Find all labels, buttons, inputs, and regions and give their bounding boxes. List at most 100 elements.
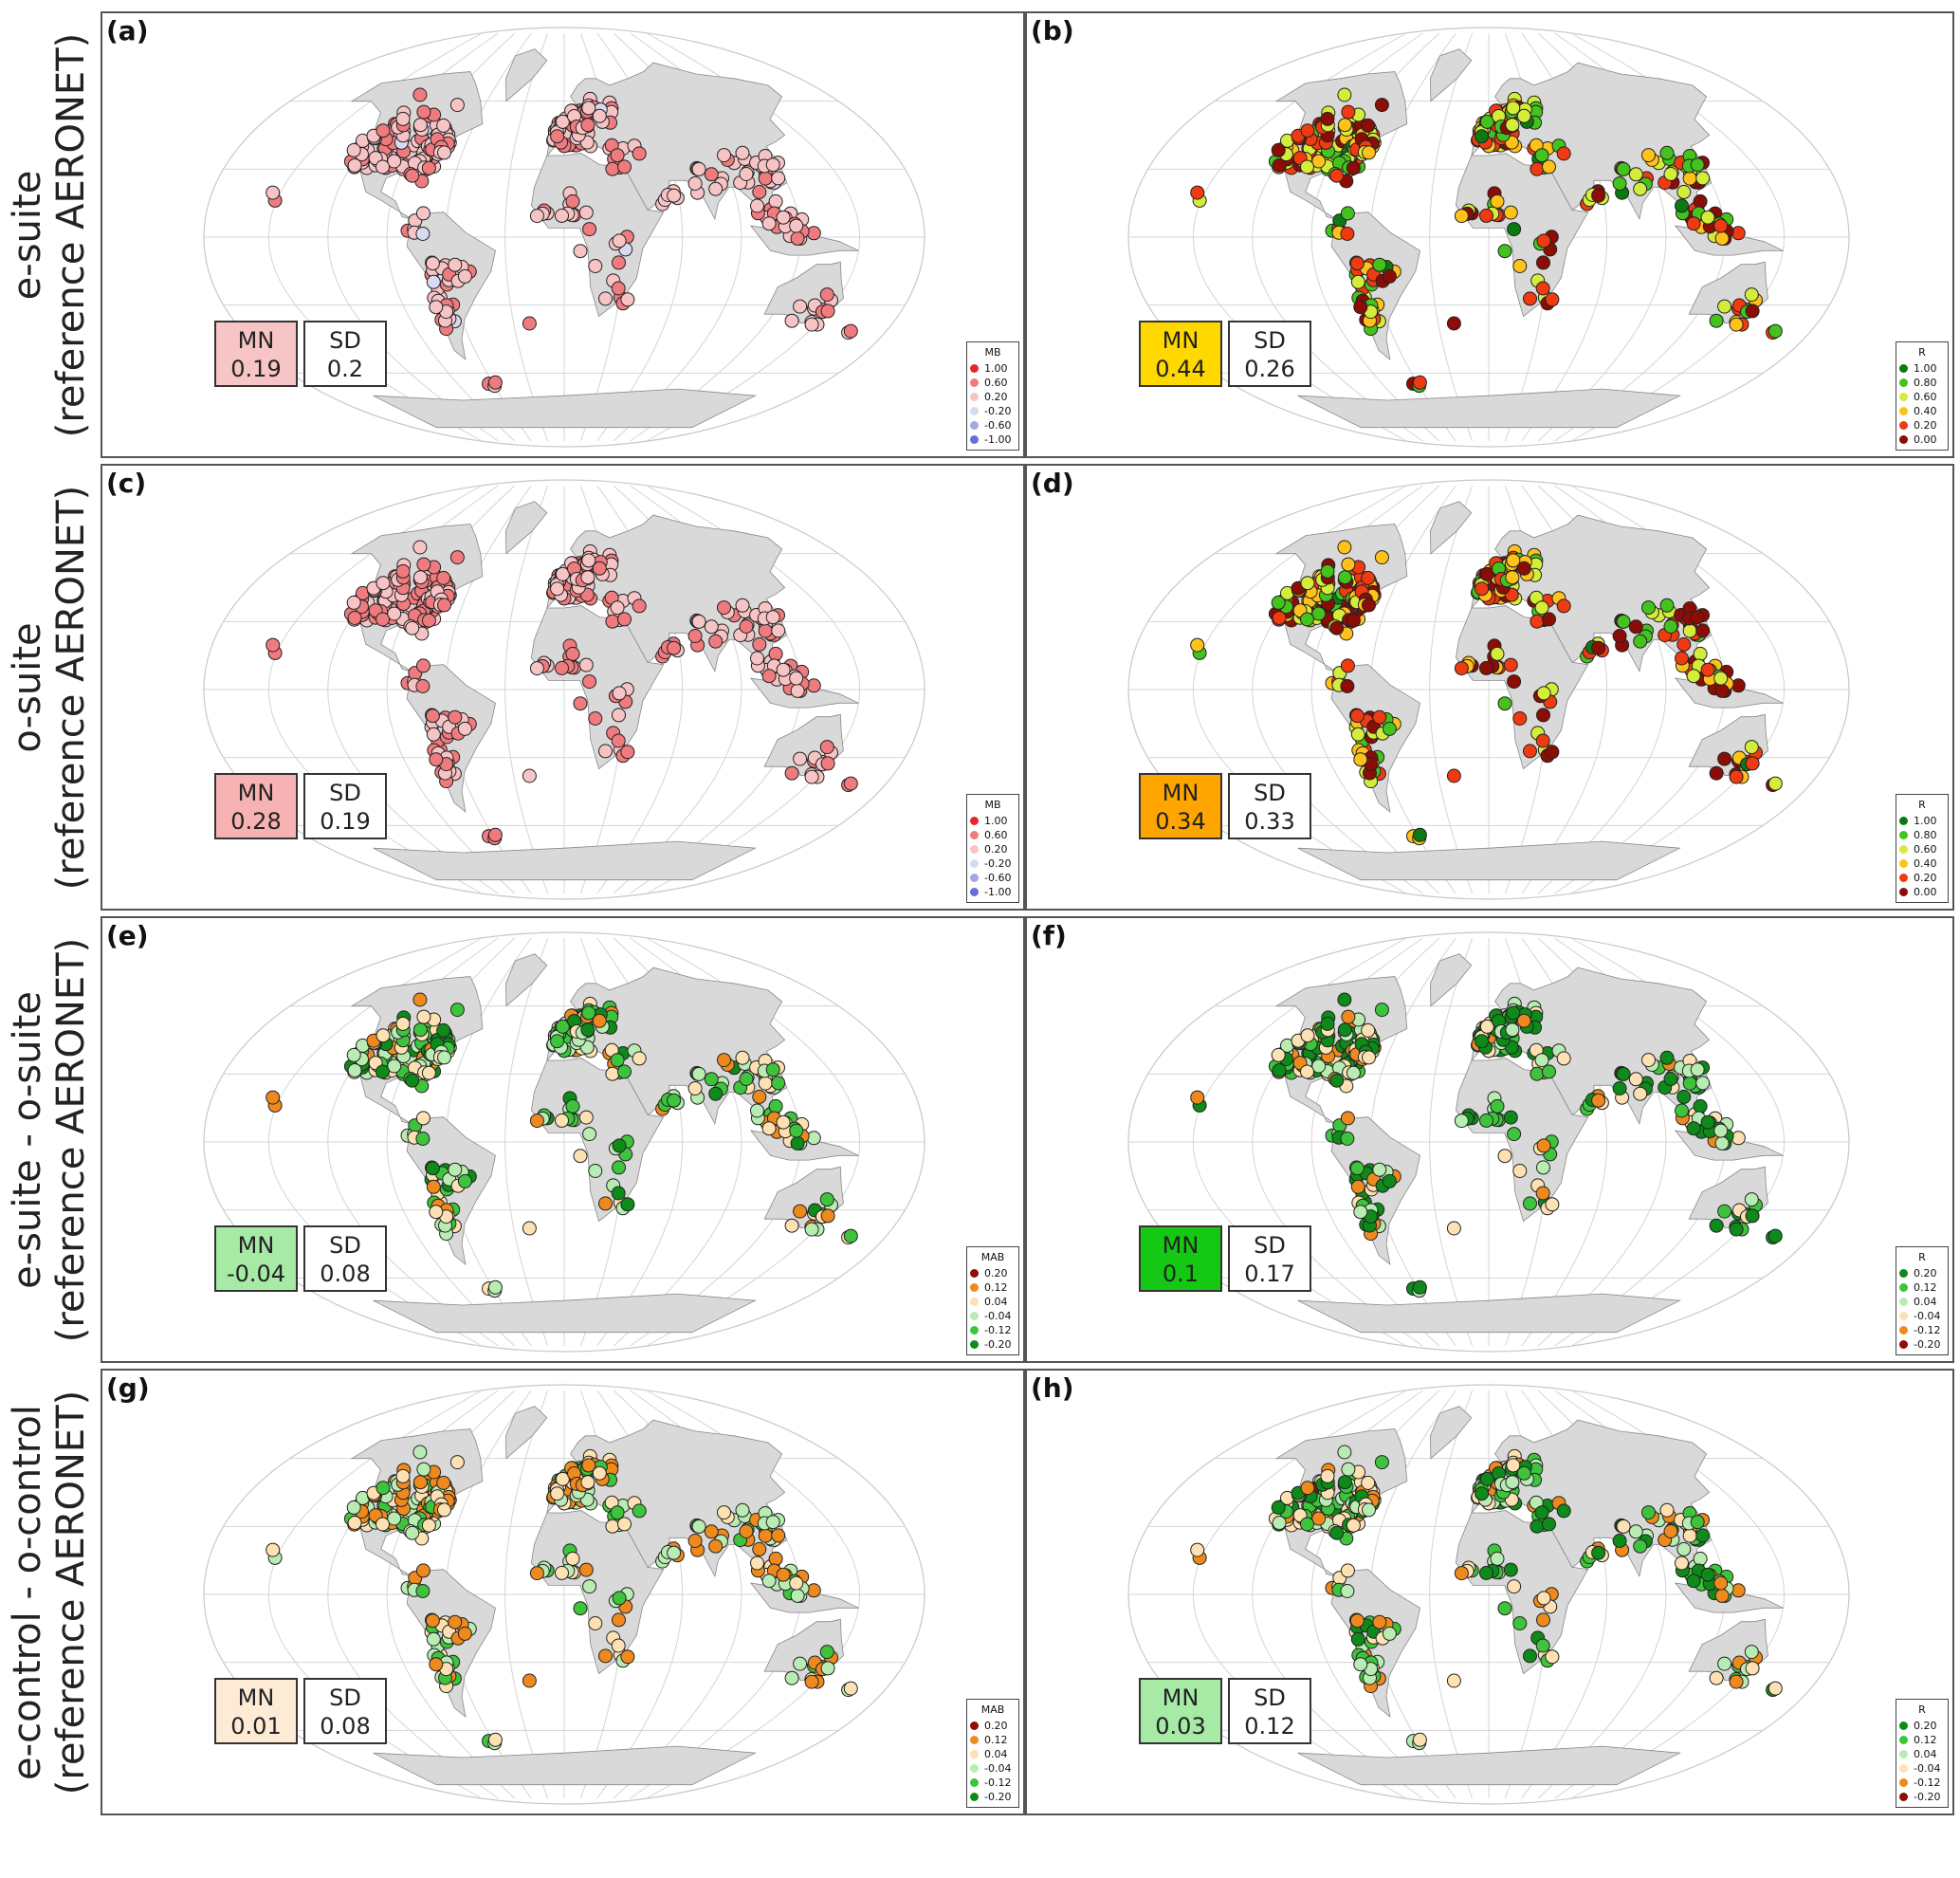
legend-label: -0.04	[1914, 1762, 1941, 1775]
legend-swatch	[970, 1312, 979, 1320]
station-dot	[806, 678, 821, 693]
station-dot	[266, 1542, 281, 1557]
sd-label: SD	[329, 780, 361, 806]
station-dot	[395, 1016, 411, 1031]
mean-value: 0.44	[1155, 356, 1206, 382]
mean-box: MN -0.04	[214, 1225, 298, 1292]
graticule-meridian	[504, 937, 549, 1347]
legend-swatch	[1899, 888, 1908, 896]
station-dot	[580, 118, 595, 133]
station-dot	[789, 1575, 804, 1591]
station-dot	[1591, 640, 1606, 655]
station-dot	[266, 1090, 281, 1105]
station-dot	[611, 281, 626, 296]
color-legend: R 0.20 0.12 0.04 -0.04 -0.12 -0.20	[1896, 1246, 1949, 1355]
world-map	[203, 931, 925, 1353]
station-dot	[346, 595, 361, 610]
station-dot	[550, 1486, 565, 1501]
station-dot	[1693, 646, 1708, 661]
station-dot	[1349, 1161, 1365, 1176]
legend-item: 0.00	[1899, 885, 1945, 899]
legend-swatch	[970, 1764, 979, 1773]
station-dot	[605, 614, 620, 629]
station-dot	[1682, 1076, 1697, 1091]
station-dot	[580, 1475, 595, 1490]
legend-item: -0.04	[970, 1761, 1016, 1776]
station-dot	[1362, 598, 1376, 613]
station-dot	[610, 1505, 625, 1520]
station-dot	[376, 1481, 391, 1496]
station-dot	[804, 317, 819, 332]
legend-swatch	[970, 831, 979, 839]
sd-box: SD 0.08	[303, 1225, 387, 1292]
station-dot	[412, 1445, 428, 1460]
station-dot	[1693, 1551, 1708, 1566]
landmass	[373, 840, 757, 881]
station-dot	[592, 1013, 607, 1028]
station-dot	[550, 581, 565, 597]
station-dot	[421, 1518, 436, 1533]
station-dot	[1686, 1121, 1701, 1136]
station-dot	[1446, 316, 1461, 331]
legend-title: MAB	[980, 1251, 1005, 1263]
row-label-line1: e-suite	[6, 170, 49, 300]
station-dot	[522, 316, 537, 331]
station-dot	[1497, 696, 1512, 711]
station-dot	[1663, 167, 1678, 181]
station-dot	[717, 600, 731, 616]
station-dot	[1709, 313, 1724, 328]
station-dot	[1744, 740, 1759, 755]
mean-value: 0.34	[1155, 808, 1206, 835]
station-dot	[1412, 1732, 1427, 1747]
station-dot	[1272, 1516, 1287, 1530]
station-dot	[1454, 661, 1469, 676]
legend-swatch	[1899, 874, 1908, 882]
legend-item: 0.00	[1899, 433, 1945, 447]
station-dot	[1686, 669, 1701, 684]
legend-swatch	[1899, 1269, 1908, 1278]
station-dot	[1349, 1613, 1365, 1629]
legend-swatch	[1899, 421, 1908, 430]
mean-label: MN	[237, 327, 275, 354]
station-dot	[416, 1009, 431, 1024]
station-dot	[346, 1500, 361, 1515]
landmass	[504, 48, 548, 102]
station-dot	[1628, 167, 1643, 182]
station-dot	[1353, 1205, 1368, 1220]
station-dot	[522, 1673, 537, 1688]
legend-label: 1.00	[1914, 815, 1937, 827]
station-dot	[1503, 205, 1518, 220]
legend-item: -0.20	[970, 1790, 1016, 1804]
legend-item: 0.40	[1899, 404, 1945, 418]
station-dot	[416, 104, 431, 120]
station-dot	[1534, 1505, 1549, 1520]
station-dot	[487, 1280, 503, 1295]
legend-label: 0.20	[1914, 419, 1937, 432]
legend-label: 0.04	[984, 1748, 1008, 1760]
station-dot	[1516, 108, 1531, 123]
station-dot	[1374, 550, 1389, 565]
station-dot	[1475, 581, 1490, 597]
legend-item: 0.20	[970, 1266, 1016, 1280]
station-dot	[1372, 257, 1387, 272]
sd-box: SD 0.12	[1228, 1678, 1311, 1744]
station-dot	[768, 1098, 783, 1114]
graticule-meridian	[1429, 937, 1474, 1347]
station-dot	[1506, 553, 1521, 568]
station-dot	[1337, 1445, 1352, 1460]
station-dot	[1454, 1566, 1469, 1581]
station-dot	[598, 744, 613, 759]
station-dot	[1497, 244, 1512, 259]
station-dot	[426, 274, 441, 289]
legend-swatch	[970, 1298, 979, 1306]
station-dot	[1490, 1551, 1505, 1566]
legend-item: 0.60	[970, 828, 1016, 842]
sd-value: 0.08	[320, 1713, 371, 1740]
station-dot	[1300, 1028, 1315, 1043]
station-dot	[1675, 198, 1689, 213]
station-dot	[1512, 711, 1528, 726]
station-dot	[1454, 209, 1469, 224]
station-dot	[573, 696, 588, 711]
station-dot	[632, 146, 647, 161]
station-dot	[598, 1196, 613, 1211]
